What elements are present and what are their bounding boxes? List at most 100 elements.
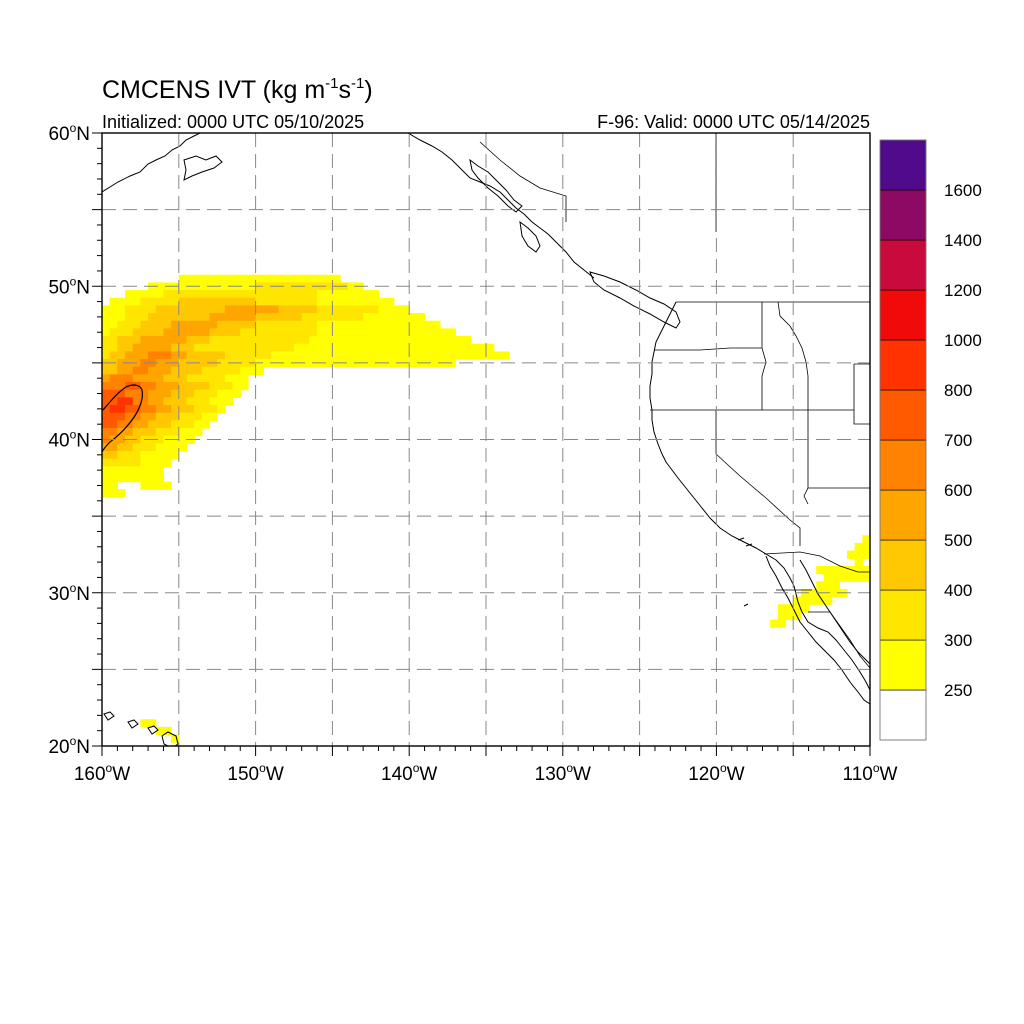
lat-tick-number: 40	[48, 431, 69, 452]
ivt-cell	[125, 351, 149, 360]
ivt-cell	[816, 565, 870, 575]
colorbar-label: 1400	[944, 231, 982, 250]
lon-tick-number: 110	[843, 764, 873, 785]
ivt-cell	[125, 305, 157, 314]
lat-tick-hemisphere: N	[76, 584, 90, 605]
ivt-cell	[140, 297, 180, 307]
ivt-cell	[102, 313, 126, 322]
map-title-end: )	[364, 76, 372, 104]
ivt-cell	[102, 443, 118, 452]
ivt-cell	[102, 320, 118, 329]
ivt-cell	[102, 305, 126, 314]
ivt-cell	[117, 443, 134, 452]
lon-tick-label: 120oW	[688, 761, 744, 785]
lat-tick-label: 60oN	[48, 121, 90, 145]
vancouver-island-coast	[589, 271, 681, 329]
ivt-cell	[240, 366, 264, 375]
colorbar-frame	[879, 139, 927, 741]
ivt-cell	[132, 328, 165, 337]
colorbar-label: 300	[944, 631, 972, 650]
ivt-cell	[171, 320, 218, 329]
ivt-cell	[163, 374, 188, 383]
bc-coast-border	[479, 141, 567, 222]
lat-tick-number: 60	[48, 124, 69, 145]
ivt-cell	[224, 305, 280, 314]
ivt-cell	[140, 320, 172, 329]
ivt-cell	[132, 428, 157, 437]
ivt-cell	[194, 343, 249, 352]
colorbar-swatch	[879, 489, 927, 541]
map-title-mid: s	[339, 76, 352, 104]
colorbar-label: 1600	[944, 181, 982, 200]
ivt-cell	[278, 305, 318, 314]
degree-sign: o	[873, 761, 880, 775]
ivt-cell	[125, 290, 165, 299]
channel-islands-coast	[737, 537, 753, 607]
ivt-cell	[109, 405, 126, 414]
ivt-cell	[163, 290, 241, 299]
mexico-state-line	[808, 611, 870, 669]
ivt-cell	[217, 320, 257, 329]
ivt-contour-line	[102, 384, 143, 453]
ivt-cell	[171, 405, 195, 414]
ivt-cell	[155, 382, 180, 391]
ivt-cell	[102, 336, 118, 345]
ivt-cell	[777, 611, 802, 621]
ivt-cell	[209, 397, 234, 406]
colorbar-label: 1000	[944, 331, 982, 350]
ivt-cell	[155, 305, 226, 314]
map-title-sup2: -1	[351, 75, 364, 92]
ivt-cell	[862, 535, 870, 544]
baja-peninsula-coast	[765, 555, 870, 705]
ivt-cell	[102, 328, 111, 337]
lon-tick-label: 130oW	[535, 761, 591, 785]
ivt-cell	[132, 443, 157, 452]
valid-time-label: F-96: Valid: 0000 UTC 05/14/2025	[597, 112, 870, 132]
ivt-cell	[317, 328, 456, 337]
colorbar-swatch	[879, 189, 927, 241]
ivt-cell	[232, 382, 249, 391]
map-title: CMCENS IVT (kg m-1s-1)	[102, 75, 373, 104]
ivt-cell	[117, 336, 141, 345]
political-borders-layer	[479, 133, 870, 669]
map-title-sup1: -1	[325, 75, 338, 92]
ivt-cell	[109, 297, 141, 307]
ivt-cell	[117, 450, 141, 460]
ivt-cell	[125, 405, 141, 414]
ivt-cell	[109, 351, 126, 360]
ivt-cell	[102, 473, 134, 483]
ivt-cell	[140, 382, 157, 391]
ivt-cell	[109, 374, 134, 383]
ivt-cell	[140, 481, 172, 490]
california-nevada-border	[715, 410, 801, 546]
ivt-cell	[186, 374, 226, 383]
ivt-cell	[186, 397, 211, 406]
init-time-label: Initialized: 0000 UTC 05/10/2025	[102, 112, 364, 132]
ivt-cell	[109, 435, 126, 444]
ivt-cell	[854, 542, 870, 552]
ivt-cell	[125, 412, 141, 421]
colorbar-label: 700	[944, 431, 972, 450]
ivt-cell	[132, 343, 172, 352]
ivt-cell	[178, 382, 211, 391]
ivt-cell	[102, 466, 141, 475]
ivt-cell	[125, 389, 149, 398]
us-mexico-border	[763, 551, 870, 573]
ivt-cell	[102, 405, 111, 414]
ivt-cell	[117, 420, 134, 429]
ivt-cell	[148, 397, 165, 406]
ivt-cell	[148, 420, 172, 429]
colorbar-label: 500	[944, 531, 972, 550]
colorbar-swatch	[879, 139, 927, 191]
lon-tick-label: 150oW	[227, 761, 283, 785]
haida-gwaii-coast	[519, 220, 541, 253]
lon-tick-hemisphere: W	[112, 764, 130, 785]
ivt-cell	[140, 719, 157, 728]
lat-tick-hemisphere: N	[76, 431, 90, 452]
lon-tick-label: 160oW	[74, 761, 130, 785]
degree-sign: o	[70, 734, 77, 748]
ivt-cell	[155, 726, 172, 736]
degree-sign: o	[70, 581, 77, 595]
ivt-cell	[140, 473, 165, 483]
